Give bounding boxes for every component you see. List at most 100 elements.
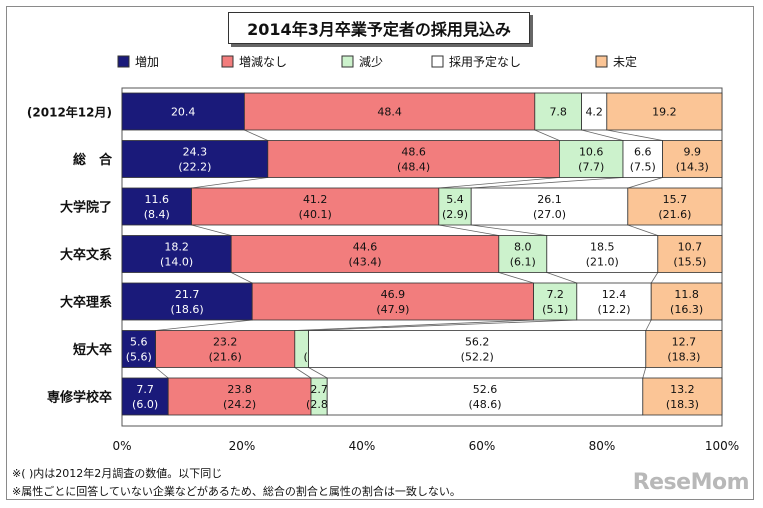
connector-line [155, 319, 253, 331]
data-label-previous: (7.5) [630, 161, 656, 174]
category-label: 短大卒 [73, 342, 112, 358]
connector-line [191, 177, 268, 189]
chart-title: 2014年3月卒業予定者の採用見込み [228, 12, 530, 44]
data-label: 46.9 [381, 288, 406, 301]
data-label-previous: (5.6) [126, 351, 152, 364]
legend-label: 採用予定なし [449, 54, 521, 69]
connector-line [308, 367, 328, 379]
data-label-previous: (24.2) [223, 398, 256, 411]
category-label: (2012年12月) [27, 105, 112, 120]
connector-line [438, 177, 560, 189]
data-label: 13.2 [670, 383, 695, 396]
bar-segment [121, 282, 253, 321]
bar-segment [243, 92, 536, 131]
data-label-previous: (16.3) [670, 303, 703, 316]
data-label-previous: (21.0) [586, 256, 619, 269]
data-label-previous: (6.0) [132, 398, 158, 411]
data-label-previous: (7.7) [578, 161, 604, 174]
data-label: 21.7 [175, 288, 200, 301]
data-label-previous: (48.4) [397, 161, 430, 174]
data-label-previous: (8.4) [144, 208, 170, 221]
connector-line [498, 272, 534, 284]
data-label: 7.8 [549, 106, 567, 119]
connector-line [231, 272, 253, 284]
category-label: 大卒文系 [60, 247, 112, 263]
data-label: 24.3 [183, 146, 208, 159]
data-label: 5.4 [446, 193, 464, 206]
data-label-previous: (43.4) [348, 256, 381, 269]
x-tick-label: 20% [229, 439, 256, 453]
bar-segment [121, 330, 156, 368]
data-label-previous: (14.0) [160, 256, 193, 269]
category-label: 総 合 [73, 152, 113, 168]
data-label-previous: (47.9) [376, 303, 409, 316]
legend-swatch [221, 55, 234, 68]
data-label-previous: (5.1) [542, 303, 568, 316]
connector-line [627, 177, 663, 189]
bar-segment [308, 330, 647, 368]
bar-segment [121, 92, 245, 131]
connector-line [308, 319, 577, 331]
bar-segment [121, 140, 269, 178]
data-label: 18.2 [164, 241, 189, 254]
data-label: 44.6 [353, 241, 378, 254]
connector-line [155, 367, 169, 379]
data-label: 10.6 [579, 146, 604, 159]
connector-line [191, 224, 232, 236]
legend-label: 未定 [613, 54, 637, 69]
connector-line [642, 367, 647, 379]
bar-segment [645, 330, 723, 368]
legend-label: 増加 [135, 55, 159, 69]
bar-segment [662, 140, 723, 178]
connector-line [581, 129, 624, 141]
bar-segment [121, 377, 169, 416]
data-label-previous: (18.3) [667, 351, 700, 364]
data-label: 10.7 [678, 241, 703, 254]
data-label: 2.7 [310, 383, 328, 396]
legend-swatch [595, 55, 608, 68]
data-label-previous: (6.1) [510, 256, 536, 269]
connector-line [471, 177, 624, 189]
data-label: 23.8 [227, 383, 252, 396]
bar-segment [498, 235, 548, 273]
bar-segment [326, 377, 644, 416]
bar-segment [155, 330, 296, 368]
bar-segment [230, 235, 500, 273]
bar-segment [627, 187, 723, 226]
x-tick-label: 0% [112, 439, 131, 453]
bar-segment [121, 235, 232, 273]
data-label: 11.6 [145, 193, 170, 206]
data-label: 8.0 [514, 241, 532, 254]
data-label-previous: (2.9) [442, 208, 468, 221]
connector-line [645, 319, 652, 331]
data-label: 52.6 [473, 383, 498, 396]
data-label: 15.7 [663, 193, 688, 206]
bar-segment [533, 282, 578, 321]
data-label-previous: (14.3) [676, 161, 709, 174]
category-label: 専修学校卒 [47, 390, 112, 406]
connector-line [546, 272, 577, 284]
data-label: 48.6 [401, 146, 426, 159]
data-label: 41.2 [303, 193, 328, 206]
bar-segment [534, 92, 582, 131]
data-label: 56.2 [465, 336, 490, 349]
data-label-previous: (18.6) [171, 303, 204, 316]
data-label: 4.2 [585, 106, 603, 119]
data-label-previous: (48.6) [468, 398, 501, 411]
data-label: 18.5 [590, 241, 615, 254]
connector-line [606, 129, 663, 141]
connector-line [294, 319, 534, 331]
data-label: 9.9 [684, 146, 702, 159]
connector-line [471, 224, 547, 236]
bar-segment [546, 235, 659, 273]
bar-segment [606, 92, 723, 131]
legend-swatch [341, 55, 354, 68]
data-label: 48.4 [377, 106, 402, 119]
data-label: 11.8 [674, 288, 699, 301]
connector-line [650, 272, 659, 284]
legend-swatch [117, 55, 130, 68]
note-line-2: ※属性ごとに回答していない企業などがあるため、総合の割合と属性の割合は一致しない… [12, 485, 461, 498]
x-tick-label: 40% [349, 439, 376, 453]
legend-swatch [431, 55, 444, 68]
